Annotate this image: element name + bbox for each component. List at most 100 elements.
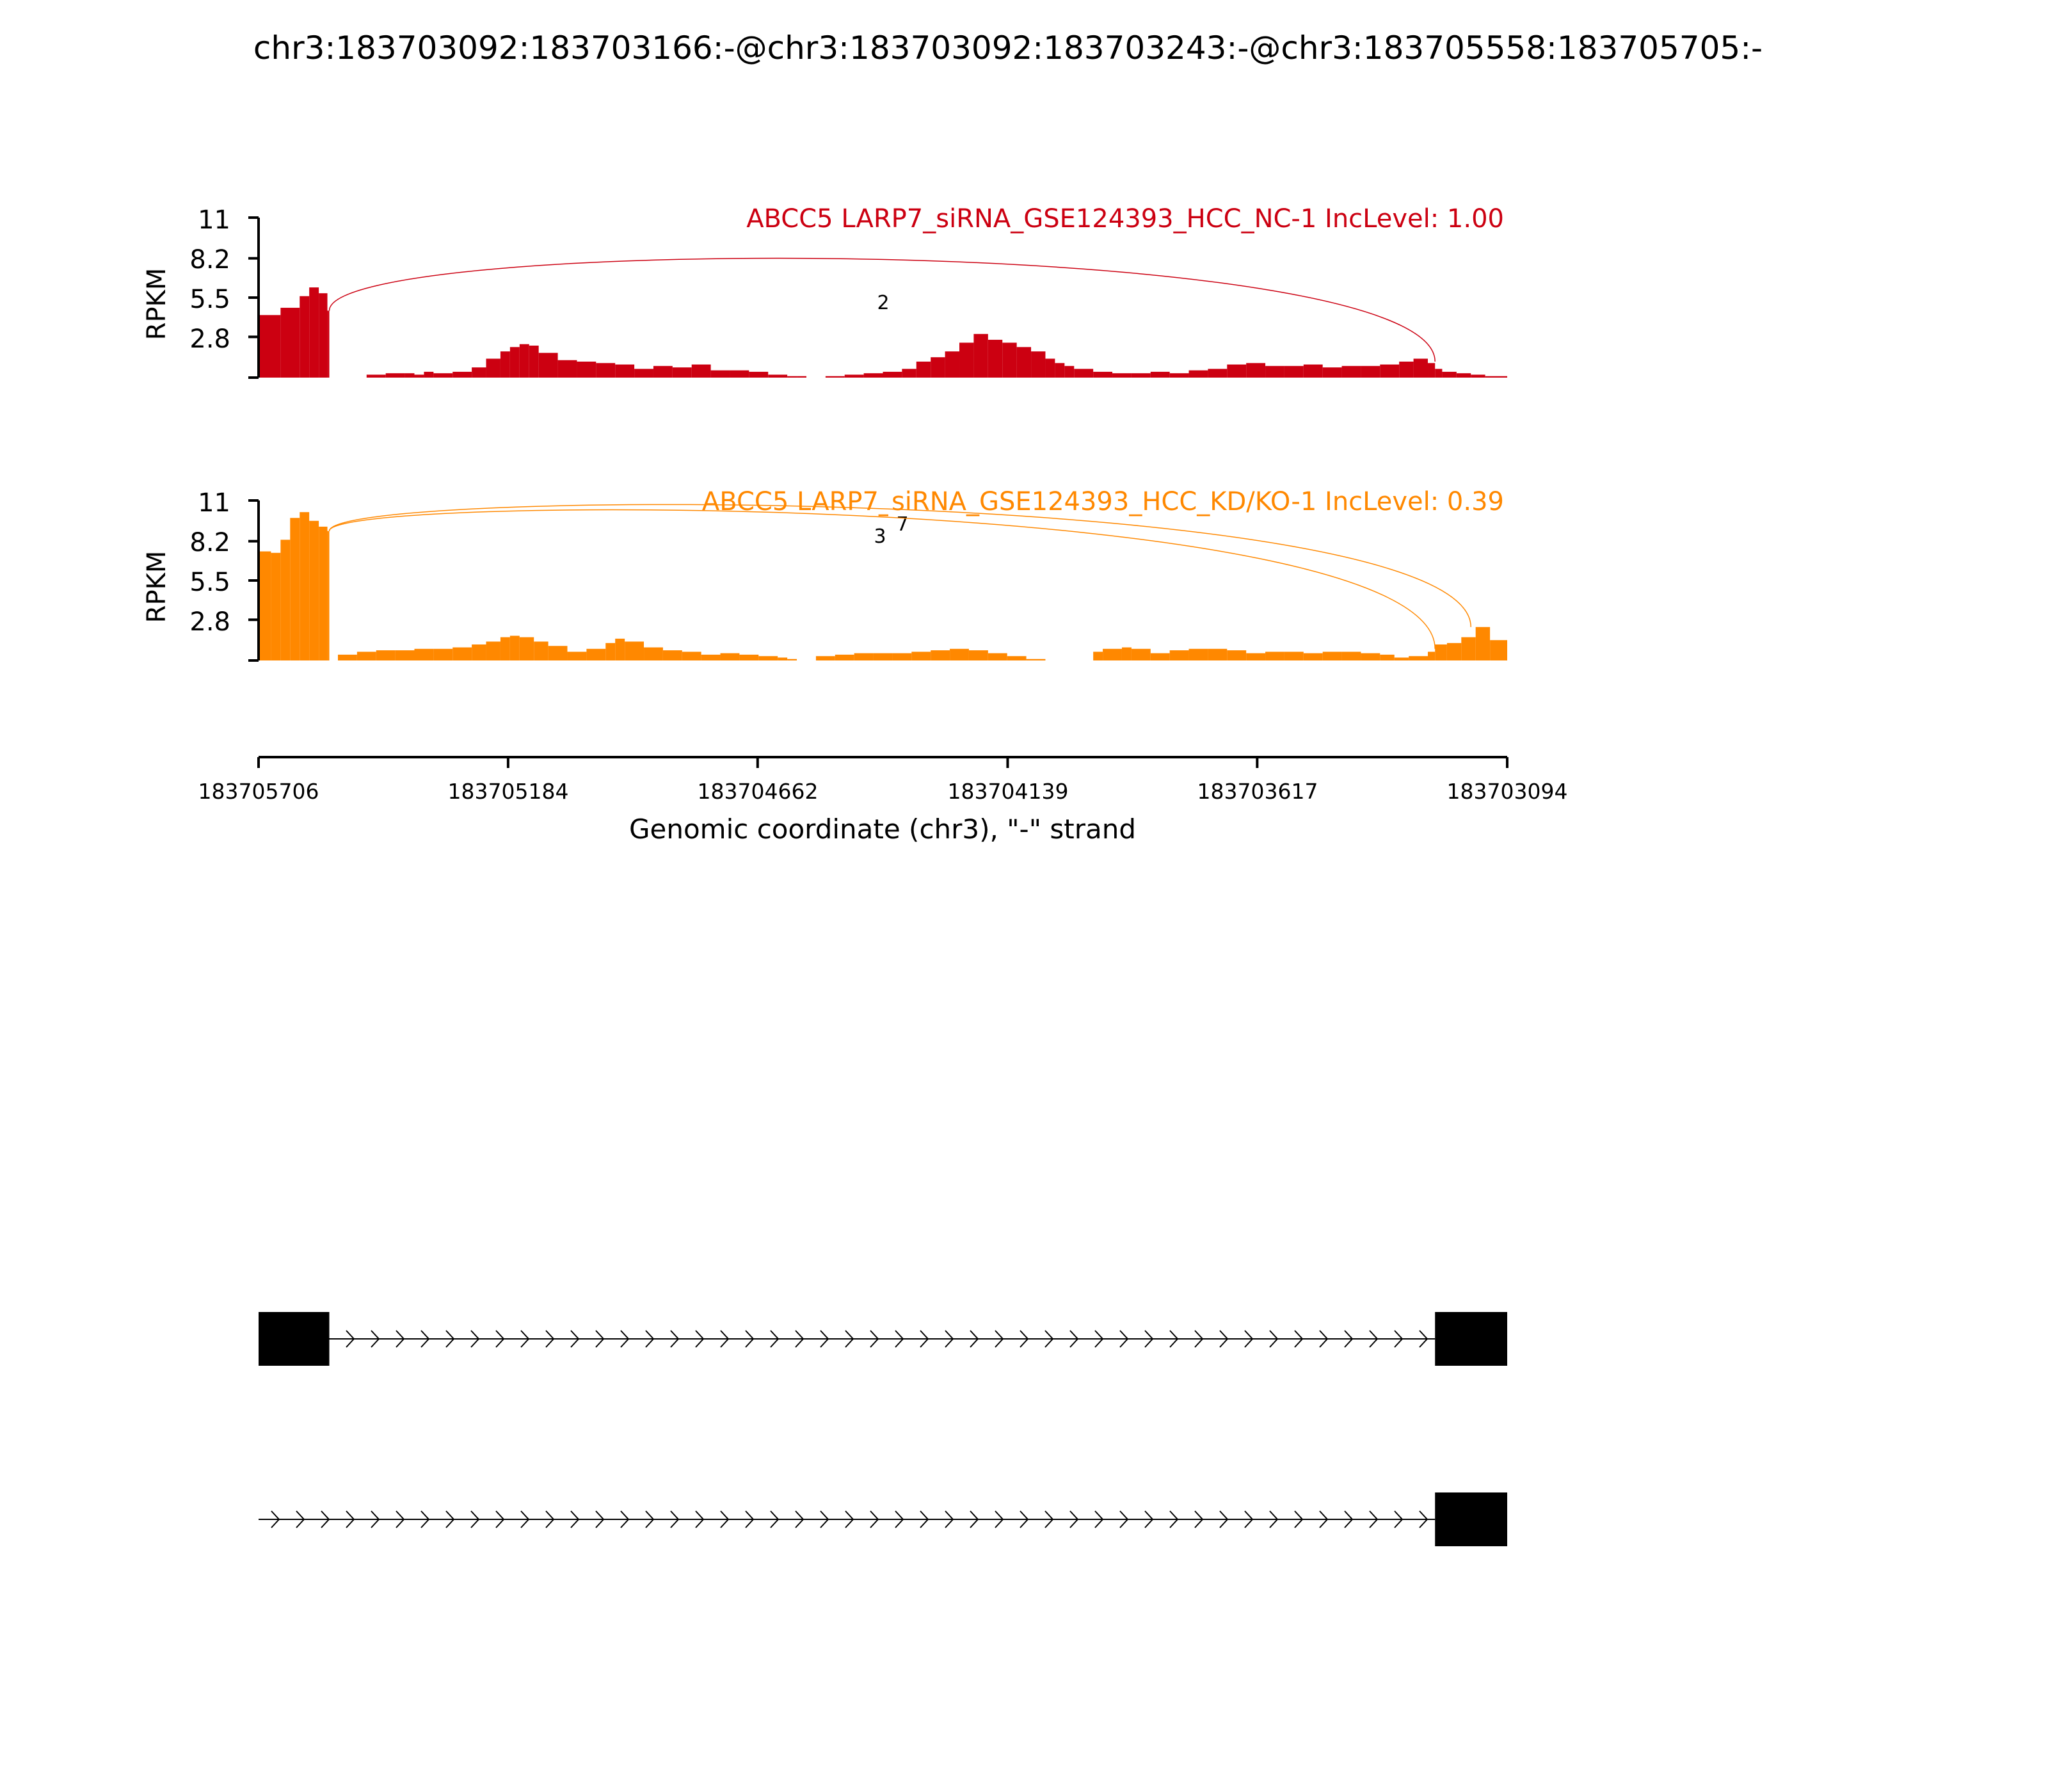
coverage-bar-nc: [486, 358, 500, 378]
strand-arrow: [420, 1330, 430, 1348]
strand-arrow: [396, 1330, 405, 1348]
coverage-bar-nc: [259, 315, 281, 378]
strand-arrow: [470, 1510, 480, 1528]
junction-count-nc: 2: [877, 292, 889, 314]
coverage-bar-kd: [1026, 659, 1046, 660]
strand-arrow: [445, 1510, 455, 1528]
coverage-bar-nc: [916, 362, 931, 378]
strand-arrow: [1144, 1330, 1154, 1348]
strand-arrow: [870, 1510, 879, 1528]
coverage-bar-kd: [433, 648, 453, 660]
coverage-bar-kd: [873, 653, 893, 660]
strand-arrow: [870, 1330, 879, 1348]
x-tick-label-4: 183703617: [1197, 779, 1318, 804]
coverage-bar-nc: [1303, 364, 1323, 378]
strand-arrow: [645, 1330, 655, 1348]
coverage-bar-kd: [259, 551, 271, 660]
coverage-bar-nc: [1002, 342, 1017, 378]
coverage-bar-nc: [844, 374, 864, 378]
coverage-panel-kd: ABCC5 LARP7_siRNA_GSE124393_HCC_KD/KO-1 …: [142, 487, 1507, 662]
strand-arrow: [595, 1330, 605, 1348]
strand-arrow: [545, 1510, 555, 1528]
coverage-bar-kd: [567, 652, 587, 660]
coverage-bar-kd: [1490, 640, 1507, 660]
coverage-bar-kd: [472, 644, 486, 660]
strand-arrow: [1244, 1330, 1254, 1348]
coverage-bar-kd: [414, 648, 434, 660]
coverage-bar-kd: [815, 656, 835, 660]
coverage-bar-nc: [452, 371, 472, 378]
coverage-bar-nc: [749, 371, 769, 378]
coverage-panel-nc: ABCC5 LARP7_siRNA_GSE124393_HCC_NC-1 Inc…: [142, 204, 1507, 379]
exon-block: [259, 1312, 330, 1366]
coverage-bar-nc: [1045, 358, 1055, 378]
figure-title: chr3:183703092:183703166:-@chr3:18370309…: [253, 29, 1763, 67]
coverage-bar-nc: [1131, 373, 1151, 378]
x-tick-label-2: 183704662: [698, 779, 819, 804]
strand-arrow: [1044, 1510, 1054, 1528]
strand-arrow: [820, 1330, 829, 1348]
coverage-bar-kd: [1409, 656, 1428, 660]
coverage-bar-nc: [825, 376, 845, 378]
coverage-bar-kd: [548, 646, 568, 660]
coverage-bar-kd: [911, 652, 931, 660]
coverage-bar-kd: [950, 648, 969, 660]
coverage-bar-nc: [596, 363, 616, 378]
coverage-bar-nc: [1093, 371, 1113, 378]
y-tick-label-kd-11: 11: [198, 488, 230, 518]
strand-arrow: [1044, 1330, 1054, 1348]
x-axis: 183705706 183705184 183704662 183704139 …: [198, 756, 1567, 845]
strand-arrow: [645, 1510, 655, 1528]
panel-title-nc: ABCC5 LARP7_siRNA_GSE124393_HCC_NC-1 Inc…: [746, 204, 1504, 234]
coverage-bar-nc: [1265, 365, 1284, 378]
coverage-bar-nc: [768, 374, 788, 378]
strand-arrow: [745, 1330, 755, 1348]
strand-arrow: [346, 1510, 355, 1528]
coverage-bar-kd: [500, 637, 510, 660]
strand-arrow: [945, 1510, 954, 1528]
strand-arrow: [396, 1510, 405, 1528]
coverage-bar-kd: [682, 652, 701, 660]
coverage-bar-nc: [1413, 358, 1428, 378]
coverage-bar-nc: [414, 374, 424, 378]
strand-arrow: [795, 1510, 804, 1528]
strand-arrow: [1144, 1510, 1154, 1528]
strand-arrow: [1419, 1510, 1428, 1528]
y-axis-label-kd: RPKM: [142, 551, 172, 623]
coverage-bar-nc: [1322, 367, 1342, 378]
strand-arrow: [371, 1510, 380, 1528]
exon-block: [1435, 1312, 1507, 1366]
coverage-bar-kd: [605, 643, 616, 660]
strand-arrow: [1094, 1330, 1104, 1348]
coverage-bar-nc: [404, 373, 415, 378]
junction-count-kd: 7: [896, 513, 908, 536]
coverage-bar-kd: [1208, 648, 1228, 660]
strand-arrow: [695, 1510, 705, 1528]
coverage-bar-kd: [1007, 656, 1027, 660]
junction-count-bg-nc: [869, 291, 897, 314]
coverage-bar-kd: [519, 637, 534, 660]
strand-arrow: [695, 1330, 705, 1348]
strand-arrow: [1119, 1330, 1129, 1348]
coverage-bar-kd: [1284, 652, 1304, 660]
strand-arrow: [1219, 1510, 1229, 1528]
coverage-bar-nc: [988, 339, 1003, 378]
gene-model: [259, 1312, 1507, 1546]
strand-arrow: [1344, 1510, 1354, 1528]
coverage-bar-nc: [385, 373, 405, 378]
coverage-bar-nc: [472, 367, 486, 378]
coverage-bar-kd: [1428, 652, 1436, 660]
coverage-bar-nc: [1074, 369, 1094, 378]
coverage-bar-kd: [701, 654, 721, 660]
strand-arrow: [495, 1330, 505, 1348]
coverage-bar-nc: [634, 369, 653, 378]
coverage-bar-kd: [1265, 652, 1284, 660]
strand-arrow: [1020, 1330, 1029, 1348]
strand-arrow: [1394, 1330, 1404, 1348]
coverage-bar-kd: [720, 653, 740, 660]
junction-arc-nc: [328, 257, 1436, 362]
strand-arrow: [271, 1510, 280, 1528]
coverage-bar-kd: [1303, 653, 1323, 660]
coverage-bar-kd: [1150, 653, 1170, 660]
coverage-bar-kd: [509, 636, 520, 660]
